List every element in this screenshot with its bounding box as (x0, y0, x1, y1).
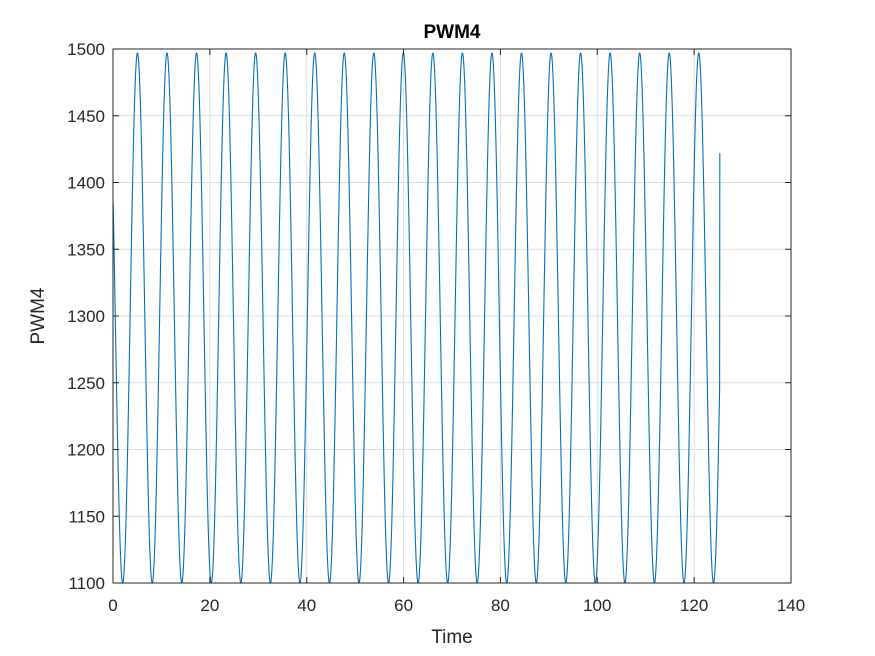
y-tick-label: 1300 (67, 307, 105, 326)
y-tick-label: 1150 (68, 507, 105, 526)
y-axis-label: PWM4 (28, 287, 49, 344)
x-tick-label: 80 (491, 596, 510, 615)
y-tick-label: 1450 (67, 107, 105, 126)
y-axis-ticks: 1100 1150 1200 1250 1300 1350 1400 1450 1500 (67, 40, 791, 593)
chart-title: PWM4 (424, 22, 481, 43)
y-tick-label: 1100 (68, 574, 105, 593)
y-tick-label: 1350 (67, 240, 105, 259)
series-group (112, 52, 721, 584)
x-axis-label: Time (431, 627, 473, 648)
x-tick-label: 140 (777, 596, 805, 615)
y-tick-label: 1500 (67, 40, 105, 59)
x-tick-label: 0 (108, 596, 117, 615)
y-tick-label: 1200 (67, 441, 105, 460)
y-tick-label: 1400 (67, 174, 105, 193)
x-tick-label: 100 (583, 596, 611, 615)
x-axis-ticks: 0 20 40 60 80 100 120 140 (108, 49, 805, 615)
x-tick-label: 20 (200, 596, 219, 615)
x-tick-label: 60 (394, 596, 413, 615)
y-tick-label: 1250 (67, 374, 105, 393)
x-tick-label: 120 (680, 596, 708, 615)
series-line (112, 52, 721, 584)
x-tick-label: 40 (297, 596, 316, 615)
